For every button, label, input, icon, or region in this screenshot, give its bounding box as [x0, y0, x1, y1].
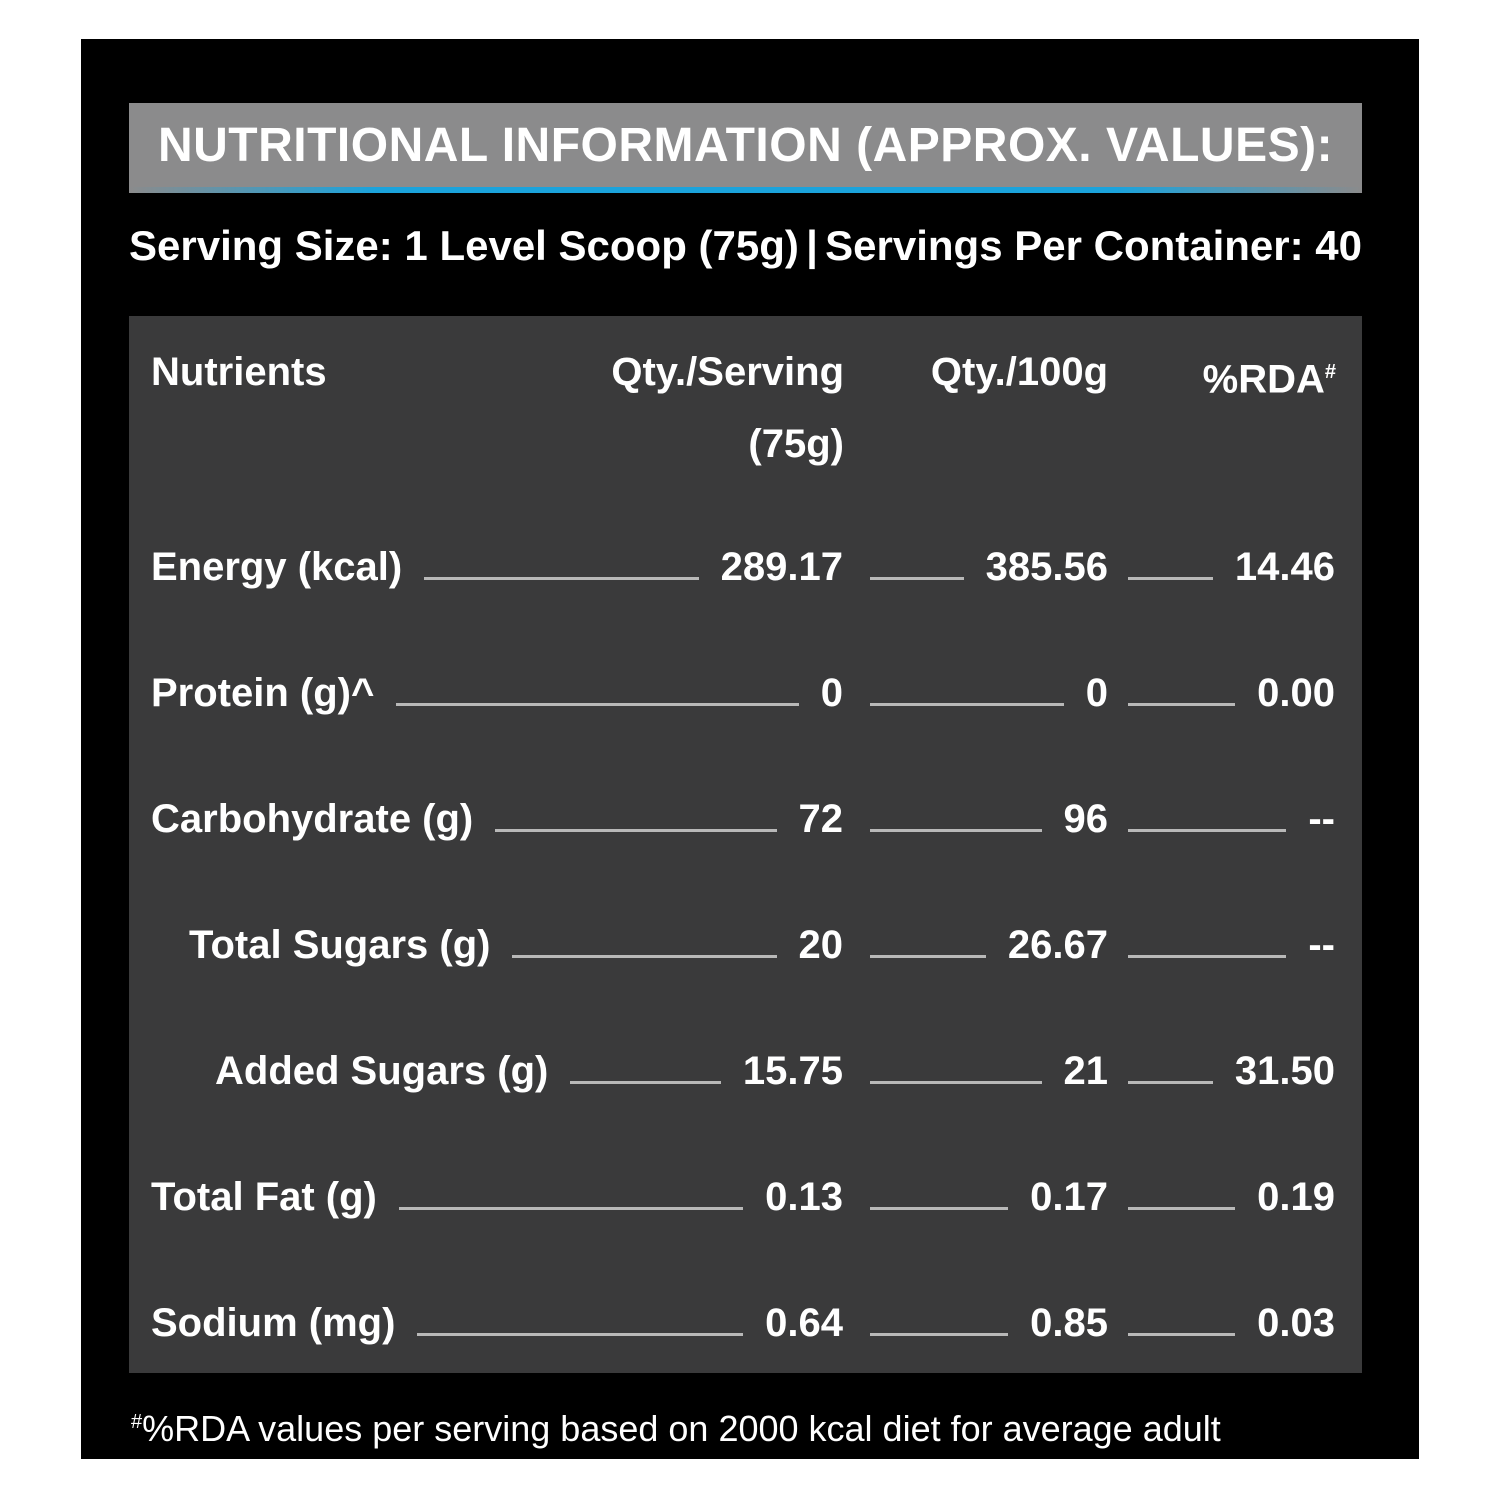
table-row: Protein (g)^ 0 0 0.00	[151, 656, 1335, 716]
rda-value: 31.50	[1234, 1049, 1335, 1093]
leader-line	[870, 577, 964, 580]
leader-line	[870, 703, 1064, 706]
leader-line	[1128, 577, 1213, 580]
leader-line	[396, 703, 799, 706]
rda-value: --	[1308, 797, 1335, 841]
header-per-serving-label: Qty./Serving	[611, 350, 844, 394]
qty-per-100g: 96	[1063, 797, 1109, 841]
qty-per-100g: 26.67	[1007, 923, 1108, 967]
leader-line	[1128, 1333, 1236, 1336]
rda-value: 0.03	[1257, 1301, 1335, 1345]
rda-value: 14.46	[1234, 545, 1335, 589]
leader-line	[870, 1333, 1009, 1336]
header-per-serving-sub: (75g)	[748, 422, 844, 466]
table-row: Added Sugars (g) 15.75 21 31.50	[151, 1034, 1335, 1094]
leader-line	[1128, 829, 1287, 832]
nutrient-name: Carbohydrate (g)	[151, 797, 474, 841]
nutrient-name: Energy (kcal)	[151, 545, 403, 589]
qty-per-100g: 385.56	[985, 545, 1108, 589]
header-nutrients: Nutrients	[151, 350, 327, 394]
leader-line	[870, 955, 986, 958]
qty-per-100g: 0.17	[1030, 1175, 1108, 1219]
table-row: Total Sugars (g) 20 26.67 --	[151, 908, 1335, 968]
leader-line	[870, 1207, 1009, 1210]
qty-per-serving: 0.64	[765, 1301, 843, 1345]
leader-line	[512, 955, 777, 958]
leader-line	[495, 829, 777, 832]
qty-per-serving: 20	[798, 923, 844, 967]
rda-value: 0.00	[1257, 671, 1335, 715]
title-bar: NUTRITIONAL INFORMATION (APPROX. VALUES)…	[129, 103, 1362, 193]
table-row: Carbohydrate (g) 72 96 --	[151, 782, 1335, 842]
leader-line	[1128, 1081, 1213, 1084]
leader-line	[1128, 955, 1287, 958]
leader-line	[1128, 1207, 1236, 1210]
leader-line	[424, 577, 699, 580]
nutrient-name: Total Fat (g)	[151, 1175, 377, 1219]
servings-per-container: Servings Per Container: 40	[825, 222, 1362, 269]
header-rda: %RDA#	[1203, 336, 1336, 415]
qty-per-serving: 15.75	[742, 1049, 843, 1093]
rda-value: 0.19	[1257, 1175, 1335, 1219]
leader-line	[398, 1207, 744, 1210]
qty-per-serving: 0	[820, 671, 843, 715]
nutrient-name: Protein (g)^	[151, 671, 375, 715]
leader-line	[570, 1081, 721, 1084]
qty-per-100g: 0	[1085, 671, 1108, 715]
nutrient-name: Added Sugars (g)	[215, 1049, 549, 1093]
serving-info: Serving Size: 1 Level Scoop (75g) | Serv…	[129, 222, 1362, 270]
leader-line	[870, 1081, 1042, 1084]
header-per-100g: Qty./100g	[930, 350, 1108, 394]
page-title: NUTRITIONAL INFORMATION (APPROX. VALUES)…	[157, 118, 1334, 172]
leader-line	[870, 829, 1042, 832]
table-row: Sodium (mg) 0.64 0.85 0.03	[151, 1286, 1335, 1346]
header-per-serving: Qty./Serving (75g)	[611, 336, 844, 480]
qty-per-100g: 21	[1063, 1049, 1109, 1093]
leader-line	[1128, 703, 1236, 706]
qty-per-serving: 72	[798, 797, 844, 841]
header-rda-mark: #	[1324, 361, 1336, 383]
serving-size: Serving Size: 1 Level Scoop (75g)	[129, 222, 799, 269]
qty-per-serving: 289.17	[720, 545, 843, 589]
nutrition-table: Nutrients Qty./Serving (75g) Qty./100g %…	[129, 316, 1362, 1373]
qty-per-serving: 0.13	[765, 1175, 843, 1219]
footnote: #%RDA values per serving based on 2000 k…	[131, 1408, 1221, 1450]
footnote-text: %RDA values per serving based on 2000 kc…	[142, 1408, 1221, 1449]
leader-line	[417, 1333, 744, 1336]
table-row: Total Fat (g) 0.13 0.17 0.19	[151, 1160, 1335, 1220]
table-row: Energy (kcal) 289.17 385.56 14.46	[151, 530, 1335, 590]
nutrient-name: Total Sugars (g)	[189, 923, 491, 967]
footnote-mark: #	[131, 1411, 143, 1433]
qty-per-100g: 0.85	[1030, 1301, 1108, 1345]
separator: |	[806, 222, 818, 269]
nutrient-name: Sodium (mg)	[151, 1301, 396, 1345]
header-rda-label: %RDA	[1202, 357, 1325, 402]
rda-value: --	[1308, 923, 1335, 967]
